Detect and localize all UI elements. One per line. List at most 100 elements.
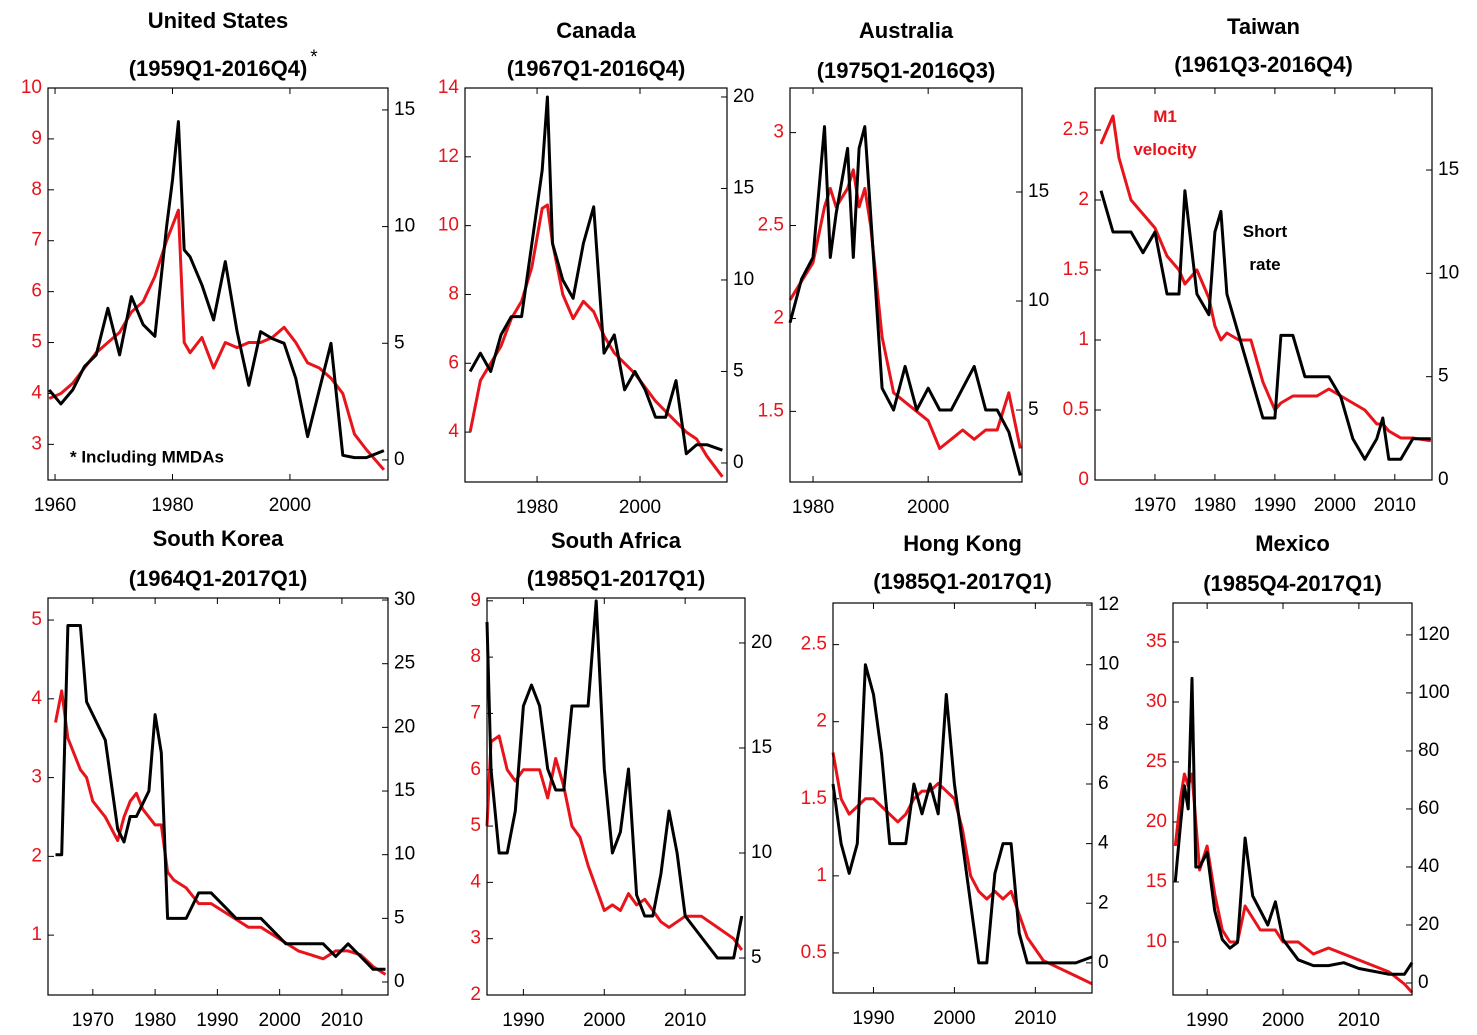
y2-tick-label: 0 [1098,952,1109,973]
series-label: M1 velocity [1133,107,1197,159]
y-tick-label: 15 [1146,871,1167,892]
y2-tick-label: 8 [1098,713,1109,734]
x-tick-label: 1980 [516,497,558,518]
y2-tick-label: 15 [394,780,415,801]
series-line [468,95,723,456]
x-tick-label: 1970 [1134,495,1176,516]
panel-title: United States [148,8,289,33]
y2-tick-label: 10 [394,844,415,865]
y-tick-label: 0.5 [801,942,827,963]
y-tick-label: 35 [1146,631,1167,652]
y-tick-label: 1 [31,924,42,945]
y2-tick-label: 10 [751,842,772,863]
y-tick-label: 10 [21,77,42,98]
y-tick-label: 8 [448,283,459,304]
x-tick-label: 2000 [907,497,949,518]
y2-tick-label: 15 [751,737,772,758]
y-tick-label: 6 [31,281,42,302]
y2-tick-label: 2 [1098,892,1109,913]
x-tick-label: 2000 [583,1010,625,1031]
y-tick-label: 30 [1146,691,1167,712]
y2-tick-label: 10 [1098,654,1119,675]
y-tick-label: 5 [470,815,481,836]
y2-tick-label: 60 [1418,798,1439,819]
plot-frame [47,597,389,996]
x-tick-label: 1990 [196,1010,238,1031]
panel-title: Hong Kong [903,531,1022,556]
series-line [831,663,1093,965]
y-tick-label: 1.5 [1063,259,1089,280]
y-tick-label: 12 [438,146,459,167]
plot-frame [789,87,1023,483]
x-tick-label: 1990 [502,1010,544,1031]
y-tick-label: 2.5 [801,634,827,655]
panel-title: South Africa [551,528,682,553]
y2-tick-label: 15 [1438,159,1459,180]
panel-title: South Korea [153,526,285,551]
y-tick-label: 14 [438,77,460,98]
series-label-line: rate [1249,255,1280,274]
y-tick-label: 5 [31,609,42,630]
y2-tick-label: 30 [394,589,415,610]
series-line [48,208,386,471]
y2-tick-label: 5 [394,907,405,928]
y2-tick-label: 15 [1028,181,1049,202]
x-tick-label: 2010 [664,1010,706,1031]
y2-tick-label: 10 [394,216,415,237]
x-tick-label: 2010 [1338,1010,1380,1031]
y2-tick-label: 6 [1098,773,1109,794]
panel-title: Taiwan [1227,14,1300,39]
y2-tick-label: 0 [1438,469,1449,490]
y-tick-label: 2.5 [1063,119,1089,140]
x-tick-label: 2010 [1014,1008,1056,1029]
y2-tick-label: 25 [394,653,415,674]
y-tick-label: 1 [1078,329,1089,350]
panel-subtitle: (1985Q4-2017Q1) [1203,571,1382,596]
y-tick-label: 6 [470,759,481,780]
series-line [485,734,744,951]
y2-tick-label: 15 [394,99,415,120]
y2-tick-label: 80 [1418,740,1439,761]
y-tick-label: 9 [470,590,481,611]
y-tick-label: 7 [470,702,481,723]
y2-tick-label: 0 [733,452,744,473]
x-tick-label: 1980 [1194,495,1236,516]
x-tick-label: 2010 [321,1010,363,1031]
x-tick-label: 2000 [269,495,311,516]
y-tick-label: 3 [773,122,784,143]
y2-tick-label: 40 [1418,856,1439,877]
panel-subtitle: (1959Q1-2016Q4) [129,56,308,81]
y2-tick-label: 5 [751,947,762,968]
panel-subtitle: (1985Q1-2017Q1) [873,569,1052,594]
y-tick-label: 6 [448,352,459,373]
y-tick-label: 3 [31,767,42,788]
y-tick-label: 0.5 [1063,399,1089,420]
y2-tick-label: 10 [1028,290,1049,311]
y-tick-label: 1.5 [758,400,784,421]
y-tick-label: 1 [816,865,827,886]
plot-frame [47,87,389,481]
y-tick-label: 2 [773,307,784,328]
y-tick-label: 5 [31,332,42,353]
y-tick-label: 8 [470,646,481,667]
y2-tick-label: 20 [394,716,415,737]
x-tick-label: 1980 [134,1010,176,1031]
y2-tick-label: 5 [733,360,744,381]
x-tick-label: 2000 [933,1008,975,1029]
y-tick-label: 0 [1078,469,1089,490]
series-line [48,120,385,460]
y2-tick-label: 10 [733,269,754,290]
annotation-note: * Including MMDAs [70,447,224,466]
y2-tick-label: 15 [733,177,754,198]
y-tick-label: 2 [1078,189,1089,210]
y-tick-label: 7 [31,230,42,251]
y-tick-label: 1.5 [801,788,827,809]
series-label: Short rate [1243,222,1288,274]
y-tick-label: 9 [31,128,42,149]
plot-frame [1094,87,1433,481]
panel-subtitle: (1961Q3-2016Q4) [1174,52,1353,77]
series-line [1099,114,1432,443]
panel-subtitle: (1975Q1-2016Q3) [817,58,996,83]
x-tick-label: 2000 [1314,495,1356,516]
y-tick-label: 8 [31,179,42,200]
